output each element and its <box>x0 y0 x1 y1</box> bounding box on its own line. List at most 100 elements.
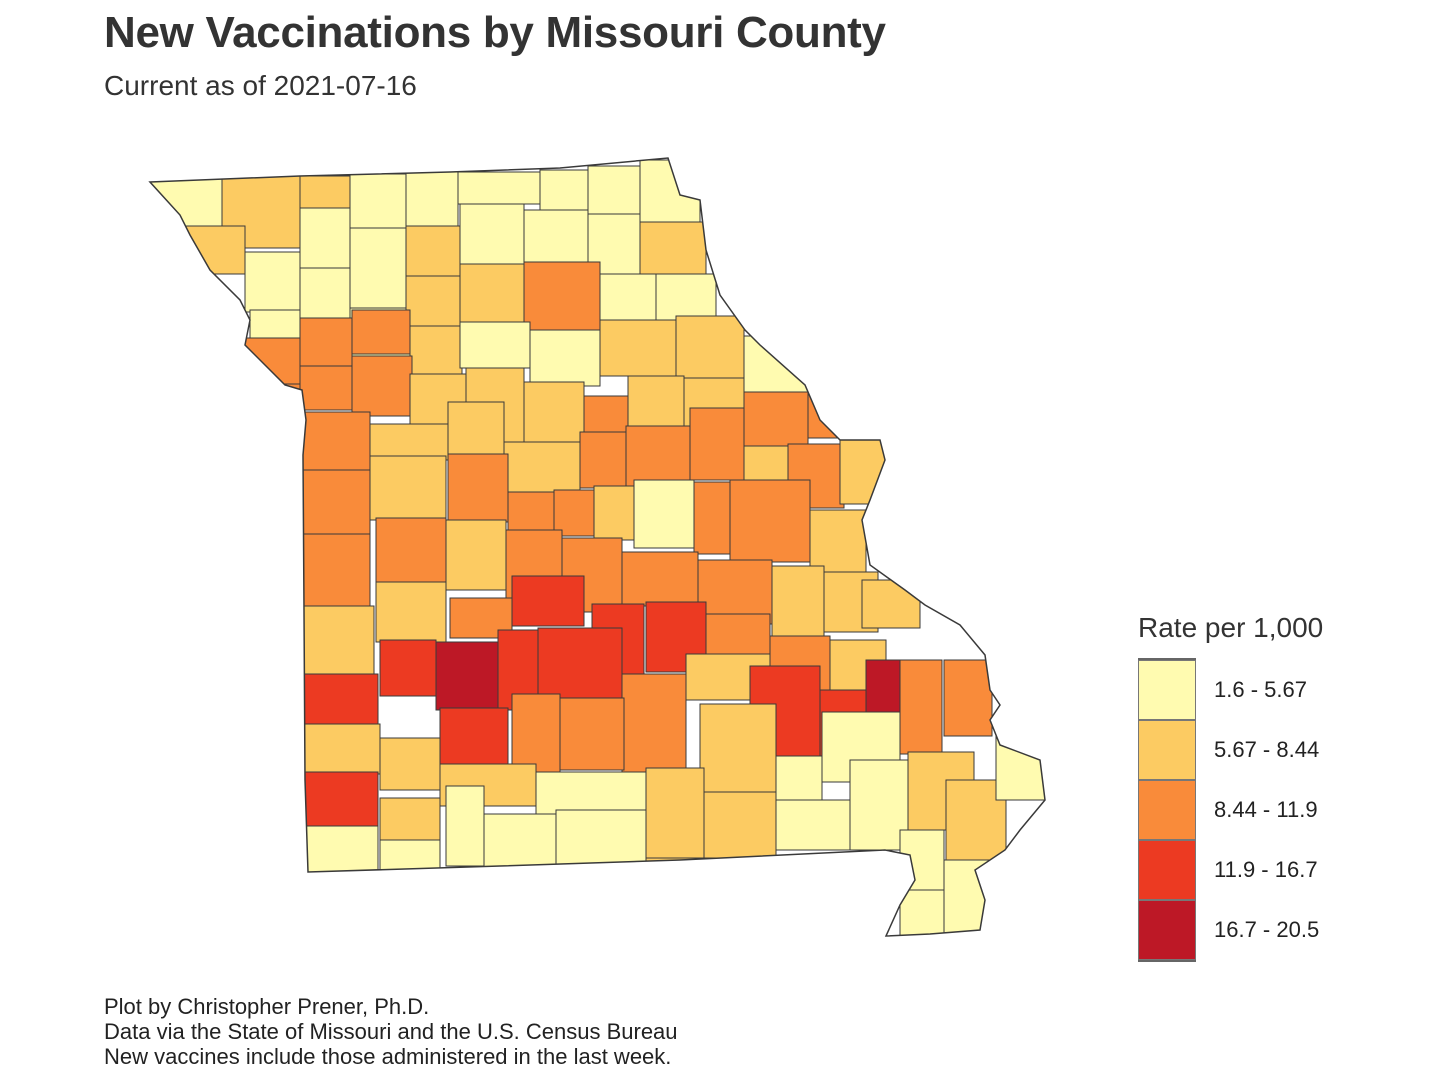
county-polygon <box>743 335 809 393</box>
county-polygon <box>445 519 507 591</box>
legend-label-3: 8.44 - 11.9 <box>1214 797 1318 822</box>
legend-item-3: 8.44 - 11.9 <box>1138 780 1318 840</box>
county-polygon <box>150 177 223 227</box>
county-polygon <box>405 225 461 277</box>
county-polygon <box>511 575 585 627</box>
county-polygon <box>457 171 541 205</box>
county-polygon <box>244 251 301 313</box>
caption: Plot by Christopher Prener, Ph.D. Data v… <box>104 994 678 1069</box>
county-polygon <box>375 581 447 643</box>
legend-swatch-4 <box>1138 840 1196 900</box>
legend-item-2: 5.67 - 8.44 <box>1138 720 1319 780</box>
county-polygon <box>839 433 887 505</box>
county-polygon <box>459 203 525 265</box>
county-polygon <box>375 517 447 585</box>
county-polygon <box>555 809 647 869</box>
caption-line-source: Data via the State of Missouri and the U… <box>104 1019 678 1044</box>
county-polygon <box>539 169 589 211</box>
county-polygon <box>621 673 687 773</box>
county-polygon <box>379 737 441 791</box>
county-polygon <box>697 559 773 625</box>
county-polygon <box>447 453 509 523</box>
county-polygon <box>523 261 601 331</box>
legend-label-4: 11.9 - 16.7 <box>1214 857 1318 882</box>
county-polygon <box>507 491 555 533</box>
county-polygon <box>435 641 499 711</box>
county-polygon <box>861 579 921 629</box>
legend-swatch-5 <box>1138 900 1196 960</box>
county-polygon <box>743 391 809 449</box>
county-polygon <box>409 325 463 375</box>
county-polygon <box>689 407 745 481</box>
state-outline <box>148 157 1046 937</box>
county-polygon <box>943 659 993 737</box>
legend-label-1: 1.6 - 5.67 <box>1214 677 1307 702</box>
county-polygon <box>405 275 461 327</box>
county-polygon <box>299 469 371 535</box>
county-polygon <box>553 489 595 537</box>
county-polygon <box>523 381 585 443</box>
county-polygon <box>899 659 943 755</box>
county-polygon <box>299 411 371 473</box>
county-polygon <box>303 825 379 877</box>
county-polygon <box>771 565 825 639</box>
county-polygon <box>299 175 351 209</box>
county-polygon <box>483 813 557 869</box>
county-polygon <box>775 799 851 851</box>
legend-item-5: 16.7 - 20.5 <box>1138 900 1319 960</box>
county-polygon <box>523 209 589 263</box>
county-polygon <box>639 221 707 275</box>
county-polygon <box>405 171 459 229</box>
county-polygon <box>593 485 635 541</box>
county-polygon <box>587 165 641 215</box>
county-polygon <box>645 767 705 861</box>
county-polygon <box>599 273 657 323</box>
county-polygon <box>511 693 561 775</box>
county-polygon <box>351 355 413 417</box>
county-polygon <box>351 309 411 355</box>
county-polygon <box>299 317 353 367</box>
legend-label-5: 16.7 - 20.5 <box>1214 917 1320 942</box>
county-polygon <box>729 479 811 563</box>
county-polygon <box>627 375 685 427</box>
caption-line-note: New vaccines include those administered … <box>104 1044 672 1069</box>
county-polygon <box>675 315 745 381</box>
county-polygon <box>369 423 449 461</box>
map-legend: Rate per 1,000 1.6 - 5.67 5.67 - 8.44 8.… <box>1138 612 1378 962</box>
county-polygon <box>537 627 623 699</box>
legend-title: Rate per 1,000 <box>1138 612 1324 643</box>
county-polygon <box>445 785 485 867</box>
county-polygon <box>303 673 379 725</box>
county-polygon <box>995 729 1045 801</box>
legend-swatch-2 <box>1138 720 1196 780</box>
county-polygon <box>655 273 717 321</box>
county-polygon <box>379 639 437 697</box>
county-polygon <box>459 321 531 369</box>
map-subtitle: Current as of 2021-07-16 <box>104 70 417 101</box>
county-polygon <box>299 267 351 325</box>
legend-item-1: 1.6 - 5.67 <box>1138 660 1307 720</box>
county-polygon <box>639 159 701 223</box>
county-polygon <box>693 481 731 555</box>
county-polygon <box>184 225 246 275</box>
county-polygon <box>447 401 505 455</box>
county-polygon <box>899 829 945 891</box>
county-polygon <box>699 703 777 793</box>
county-polygon <box>303 771 379 827</box>
county-polygon <box>299 365 361 411</box>
legend-swatch-3 <box>1138 780 1196 840</box>
county-polygons <box>150 159 1045 936</box>
county-polygon <box>529 329 601 387</box>
county-polygon <box>369 455 447 521</box>
legend-item-4: 11.9 - 16.7 <box>1138 840 1318 900</box>
county-polygon <box>459 263 525 323</box>
county-polygon <box>559 697 625 771</box>
county-polygon <box>299 207 351 269</box>
county-polygon <box>503 441 581 493</box>
county-polygon <box>703 791 777 859</box>
legend-swatch-1 <box>1138 660 1196 720</box>
county-polygon <box>439 707 509 769</box>
county-polygon <box>349 227 407 309</box>
county-polygon <box>303 723 381 775</box>
